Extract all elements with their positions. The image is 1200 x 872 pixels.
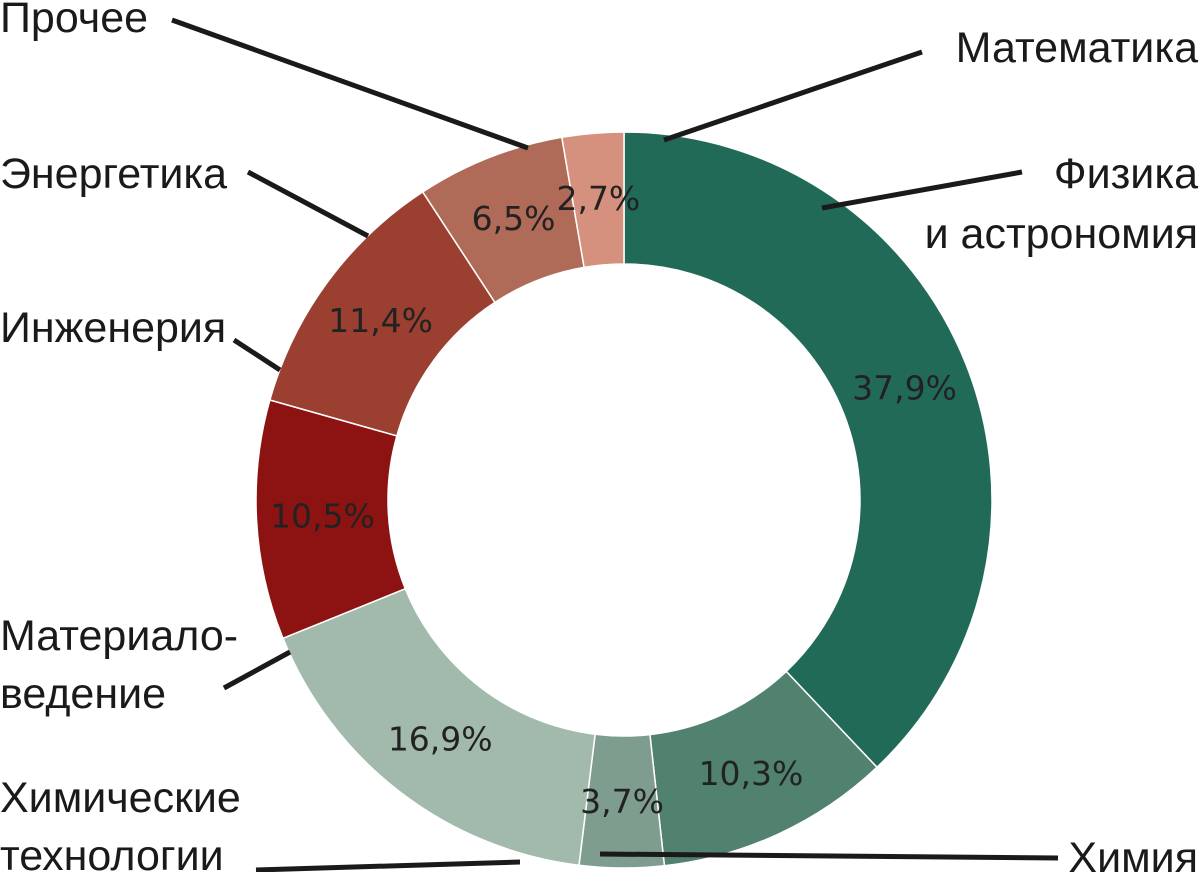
category-label-materialovedenie-line-1: Материало- [0,612,238,660]
leader-line-inzheneriya [232,337,282,373]
leader-lines [171,17,1059,872]
slice-2-percent-label: 3,7% [580,782,664,821]
leader-line-khim-tekhnologii [255,859,521,872]
category-label-prochee: Прочее [0,0,148,42]
slice-6-percent-label: 6,5% [472,199,556,238]
leader-line-energetika [246,169,370,239]
percent-labels: 37,9% 10,3% 3,7% 16,9% 10,5% 11,4% 6,5%2,7% [270,179,957,821]
category-label-matematika: Математика [956,24,1198,72]
category-label-inzheneriya: Инженерия [0,304,226,352]
leader-line-materialovedenie [222,649,292,691]
leader-line-matematika [663,49,923,143]
category-label-khimiya: Химия [1068,834,1198,872]
category-label-fizika-line-1: Физика [1054,150,1198,198]
slice-0-percent-label: 37,9% [852,368,957,407]
category-label-fizika-line-2: и астрономия [925,210,1198,258]
slice-7-percent-label: 2,7% [556,179,640,218]
slice-7-математика [560,131,625,269]
category-label-khim-tekhnologii-line-2: технологии [0,832,224,872]
category-label-khim-tekhnologii-line-1: Химические [0,774,241,822]
category-label-materialovedenie-line-2: ведение [0,670,166,718]
leader-line-prochee [171,17,529,151]
donut-slices [255,131,993,869]
slice-3-percent-label: 16,9% [388,720,493,759]
slice-1-percent-label: 10,3% [699,754,804,793]
slice-4-percent-label: 10,5% [270,497,375,536]
category-label-energetika: Энергетика [0,150,227,198]
slice-3-материаловедение [281,587,596,867]
leader-line-fizika [821,169,1023,211]
slice-5-percent-label: 11,4% [328,301,433,340]
leader-line-khimiya [599,851,1059,861]
slice-0-физика-и-астрономия [623,131,993,769]
